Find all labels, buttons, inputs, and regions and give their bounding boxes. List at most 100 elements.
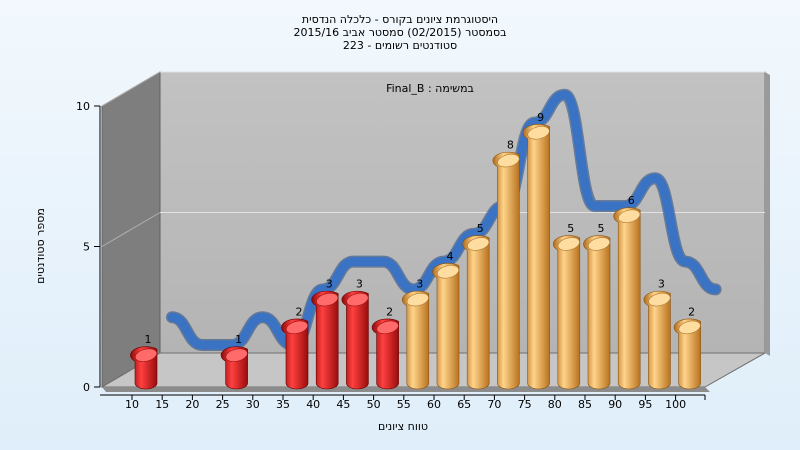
x-tick-label: 20 — [185, 398, 199, 411]
value-label: 3 — [416, 278, 423, 291]
bar — [643, 290, 671, 390]
chart-title-line-2: בסמסטר (02/2015) סמסטר אביב 2015/16 — [293, 26, 506, 39]
bar-body — [371, 318, 399, 390]
bar-body — [432, 263, 460, 390]
value-label: 2 — [386, 305, 393, 318]
value-label: 8 — [507, 139, 514, 152]
x-axis-label: טווח ציונים — [378, 420, 428, 433]
distribution-curve — [166, 88, 722, 352]
value-label: 1 — [235, 333, 242, 346]
bar-body — [401, 290, 430, 390]
bar — [673, 318, 701, 390]
value-label: 5 — [477, 222, 484, 235]
bar-top — [285, 320, 309, 335]
value-label: 6 — [628, 194, 635, 207]
bar — [522, 124, 550, 390]
x-ticks: 10 15 20 25 30 35 40 45 50 55 60 65 70 75 80 85 90 95 100 — [125, 395, 706, 411]
bar-top — [678, 320, 701, 335]
y-ticks: 0 5 10 — [76, 100, 100, 394]
bar-body — [583, 235, 611, 390]
x-tick-label: 15 — [155, 398, 169, 411]
x-tick-label: 65 — [457, 398, 471, 411]
bar-top — [497, 153, 520, 168]
bar-top — [436, 265, 460, 279]
bar-body — [673, 318, 701, 390]
bar-body — [613, 207, 641, 390]
y-tick-label: 5 — [83, 241, 90, 254]
value-label: 1 — [145, 333, 152, 346]
value-label: 3 — [326, 278, 333, 291]
x-tick-label: 10 — [125, 398, 139, 411]
bar — [583, 235, 611, 390]
x-tick-label: 90 — [608, 398, 622, 411]
bar-top — [225, 348, 248, 362]
x-tick-label: 30 — [246, 398, 260, 411]
value-labels: 1 1 2 3 3 2 3 4 5 8 9 5 5 6 3 2 — [145, 111, 696, 346]
bar — [220, 346, 248, 390]
x-tick-label: 100 — [665, 398, 686, 411]
title-block: היסטוגרמת ציונים בקורס - כלכלה הנדסית בס… — [293, 13, 506, 52]
chart-title-line-3: סטודנטים רשומים - 223 — [343, 39, 457, 52]
x-tick-label: 55 — [397, 398, 411, 411]
bar-body — [522, 124, 550, 390]
x-tick-label: 85 — [578, 398, 592, 411]
bar-body — [462, 235, 490, 390]
x-tick-label: 95 — [638, 398, 652, 411]
bar-body — [643, 290, 671, 390]
bar-top — [376, 320, 399, 335]
gridline — [101, 212, 161, 247]
value-label: 5 — [598, 222, 605, 235]
x-tick-label: 40 — [306, 398, 320, 411]
bar-body — [552, 235, 581, 390]
bar — [341, 290, 369, 390]
right-edge — [765, 72, 770, 356]
chart-subtitle: במשימה : Final_B — [386, 82, 474, 95]
value-label: 3 — [356, 278, 363, 291]
x-tick-label: 45 — [336, 398, 350, 411]
bar-body — [492, 151, 520, 390]
bar-body — [311, 290, 339, 390]
curve-ribbon — [167, 90, 721, 350]
value-label: 4 — [447, 250, 454, 263]
bar — [432, 263, 460, 390]
x-tick-label: 50 — [367, 398, 381, 411]
bar — [552, 235, 581, 390]
bar — [613, 207, 641, 390]
bars-group — [130, 124, 701, 390]
bar-top — [557, 237, 580, 251]
bar-top — [134, 348, 158, 362]
bar-top — [527, 126, 550, 140]
y-tick-label: 10 — [76, 100, 90, 113]
bar-body — [281, 318, 309, 390]
bar-top — [618, 209, 641, 223]
bar-top — [316, 292, 339, 307]
x-tick-label: 80 — [548, 398, 562, 411]
bar-top — [587, 237, 611, 251]
value-label: 2 — [688, 305, 695, 318]
x-tick-label: 60 — [427, 398, 441, 411]
x-tick-label: 70 — [487, 398, 501, 411]
x-tick-label: 35 — [276, 398, 290, 411]
bar-top — [648, 292, 671, 307]
gridline — [101, 71, 161, 107]
value-label: 9 — [537, 111, 544, 124]
value-label: 2 — [296, 305, 303, 318]
value-label: 3 — [658, 278, 665, 291]
bar-body — [341, 290, 369, 390]
bar — [371, 318, 399, 390]
bar-top — [467, 237, 490, 251]
bar — [492, 151, 520, 390]
floor-edge — [102, 387, 710, 392]
chart-title-line-1: היסטוגרמת ציונים בקורס - כלכלה הנדסית — [302, 13, 498, 26]
bar — [130, 346, 158, 390]
bar — [311, 290, 339, 390]
bar — [281, 318, 309, 390]
bar-top — [346, 292, 369, 307]
bar — [401, 290, 430, 390]
x-tick-label: 75 — [518, 398, 532, 411]
bar-top — [406, 292, 429, 307]
y-axis-label: מספר סטודנטים — [34, 208, 47, 284]
bar — [462, 235, 490, 390]
y-tick-label: 0 — [83, 381, 90, 394]
